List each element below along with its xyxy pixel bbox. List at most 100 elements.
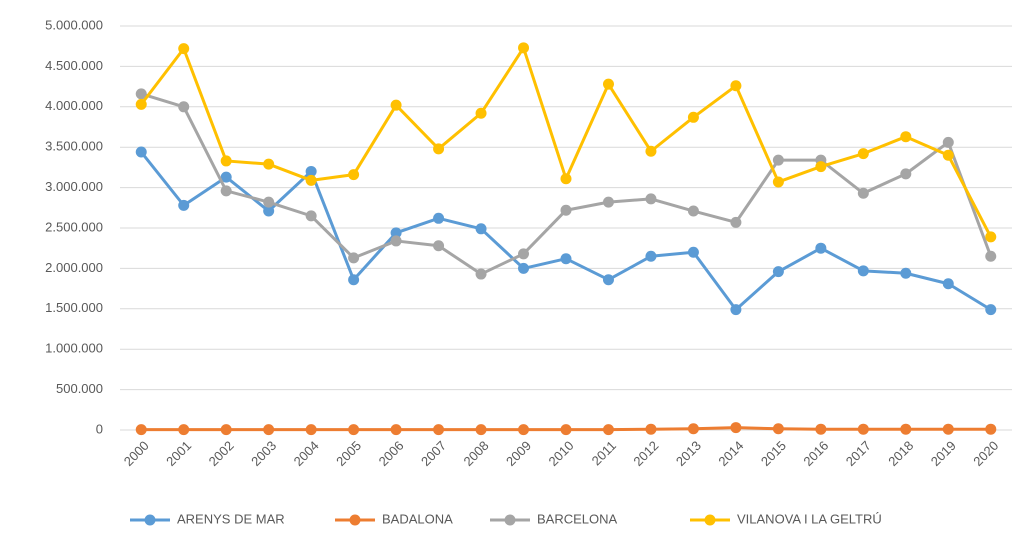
series-marker xyxy=(772,266,784,278)
x-tick-label: 2004 xyxy=(291,438,322,469)
series-marker xyxy=(645,250,657,262)
series-marker xyxy=(985,231,997,243)
legend-label: BADALONA xyxy=(382,511,453,526)
series-marker xyxy=(687,423,699,435)
series-marker xyxy=(263,205,275,217)
x-tick-label: 2018 xyxy=(885,438,916,469)
x-tick-label: 2002 xyxy=(206,438,237,469)
legend-label: VILANOVA I LA GELTRÚ xyxy=(737,511,882,526)
legend-marker xyxy=(704,514,716,526)
series-marker xyxy=(305,174,317,186)
series-marker xyxy=(857,148,869,160)
series-marker xyxy=(560,424,572,436)
series-marker xyxy=(433,240,445,252)
series-marker xyxy=(518,262,530,274)
x-tick-label: 2003 xyxy=(248,438,279,469)
series-marker xyxy=(772,176,784,188)
series-marker xyxy=(135,88,147,100)
series-marker xyxy=(985,423,997,435)
series-marker xyxy=(815,423,827,435)
x-tick-label: 2012 xyxy=(630,438,661,469)
series-marker xyxy=(433,143,445,155)
series-marker xyxy=(772,423,784,435)
series-marker xyxy=(348,252,360,264)
series-marker xyxy=(900,168,912,180)
series-marker xyxy=(942,149,954,161)
series-marker xyxy=(178,101,190,113)
x-tick-label: 2006 xyxy=(376,438,407,469)
y-tick-label: 500.000 xyxy=(56,381,103,396)
series-marker xyxy=(602,78,614,90)
series-marker xyxy=(390,424,402,436)
series-marker xyxy=(687,246,699,258)
series-marker xyxy=(475,424,487,436)
y-tick-label: 3.000.000 xyxy=(45,179,103,194)
series-marker xyxy=(900,423,912,435)
series-marker xyxy=(305,424,317,436)
series-marker xyxy=(475,223,487,235)
series-marker xyxy=(857,423,869,435)
y-tick-label: 2.500.000 xyxy=(45,219,103,234)
y-tick-label: 3.500.000 xyxy=(45,139,103,154)
legend-marker xyxy=(504,514,516,526)
series-marker xyxy=(475,107,487,119)
y-tick-label: 4.500.000 xyxy=(45,58,103,73)
x-tick-label: 2020 xyxy=(970,438,1001,469)
series-marker xyxy=(900,267,912,279)
series-marker xyxy=(560,204,572,216)
series-marker xyxy=(348,169,360,181)
series-marker xyxy=(220,171,232,183)
series-marker xyxy=(687,205,699,217)
series-marker xyxy=(348,424,360,436)
series-marker xyxy=(135,98,147,110)
x-tick-label: 2019 xyxy=(928,438,959,469)
series-marker xyxy=(942,423,954,435)
series-marker xyxy=(687,111,699,123)
series-marker xyxy=(942,136,954,148)
series-marker xyxy=(602,196,614,208)
x-tick-label: 2008 xyxy=(461,438,492,469)
series-marker xyxy=(942,278,954,290)
series-marker xyxy=(390,99,402,111)
series-marker xyxy=(815,242,827,254)
series-marker xyxy=(730,422,742,434)
series-marker xyxy=(985,250,997,262)
series-marker xyxy=(730,216,742,228)
x-tick-label: 2009 xyxy=(503,438,534,469)
series-marker xyxy=(220,185,232,197)
x-tick-label: 2017 xyxy=(843,438,874,469)
series-marker xyxy=(433,424,445,436)
x-tick-label: 2014 xyxy=(715,438,746,469)
x-tick-label: 2001 xyxy=(163,438,194,469)
series-marker xyxy=(348,274,360,286)
y-tick-label: 4.000.000 xyxy=(45,98,103,113)
series-marker xyxy=(178,199,190,211)
x-tick-label: 2010 xyxy=(545,438,576,469)
x-tick-label: 2013 xyxy=(673,438,704,469)
series-marker xyxy=(135,146,147,158)
series-marker xyxy=(645,423,657,435)
legend-marker xyxy=(144,514,156,526)
series-marker xyxy=(730,80,742,92)
series-marker xyxy=(433,212,445,224)
y-tick-label: 1.500.000 xyxy=(45,300,103,315)
x-tick-label: 2016 xyxy=(800,438,831,469)
x-tick-label: 2015 xyxy=(758,438,789,469)
series-marker xyxy=(518,424,530,436)
series-marker xyxy=(857,265,869,277)
legend-marker xyxy=(349,514,361,526)
series-marker xyxy=(645,193,657,205)
y-tick-label: 2.000.000 xyxy=(45,260,103,275)
series-marker xyxy=(135,424,147,436)
series-marker xyxy=(602,424,614,436)
series-marker xyxy=(178,43,190,55)
series-marker xyxy=(518,248,530,260)
legend-label: BARCELONA xyxy=(537,511,618,526)
series-marker xyxy=(900,131,912,143)
series-marker xyxy=(475,268,487,280)
x-tick-label: 2007 xyxy=(418,438,449,469)
series-marker xyxy=(985,304,997,316)
series-marker xyxy=(263,196,275,208)
y-tick-label: 5.000.000 xyxy=(45,17,103,32)
